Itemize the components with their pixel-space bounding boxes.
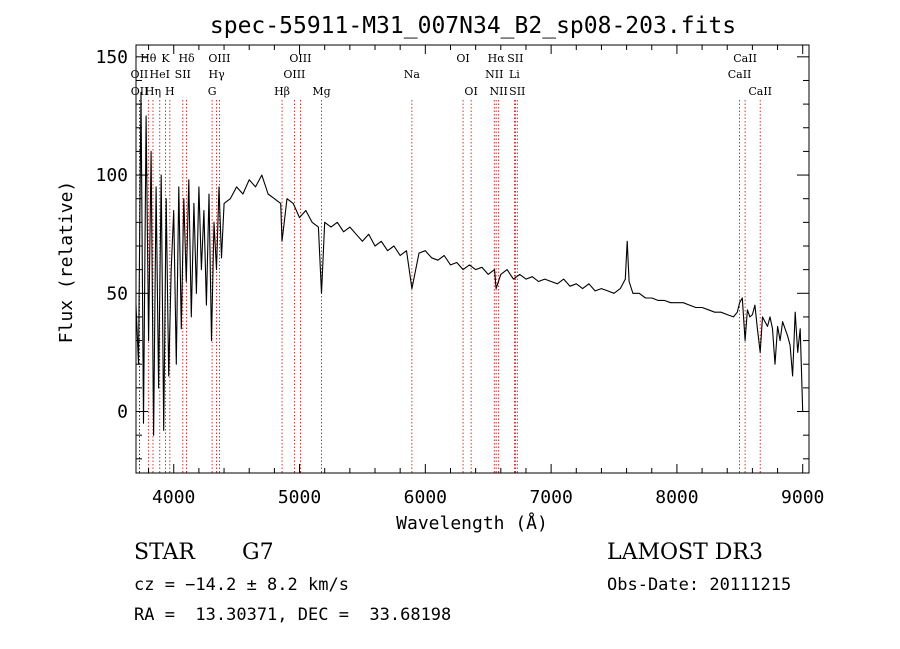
- x-tick-label: 7000: [529, 487, 572, 508]
- line-marker-label-10: Hγ: [209, 68, 226, 81]
- line-marker-label-13: OIII: [289, 52, 311, 65]
- line-marker-label-18: OI: [464, 85, 477, 98]
- line-marker-label-12: Hβ: [274, 85, 290, 98]
- y-tick-label: 100: [95, 165, 128, 186]
- line-marker-label-11: G: [208, 85, 217, 98]
- x-tick-label: 6000: [404, 487, 447, 508]
- line-marker-label-26: CaII: [728, 68, 752, 81]
- line-marker-label-1: OII: [131, 85, 149, 98]
- x-tick-label: 8000: [655, 487, 698, 508]
- line-marker-label-17: OI: [456, 52, 469, 65]
- line-marker-label-5: K: [161, 52, 170, 65]
- line-marker-label-2: Hθ: [140, 52, 157, 65]
- x-axis-label: Wavelength (Å): [396, 512, 548, 534]
- line-marker-label-0: OII: [131, 68, 149, 81]
- line-marker-label-16: Na: [404, 68, 421, 81]
- coordinates-text: RA = 13.30371, DEC = 33.68198: [134, 605, 451, 625]
- line-marker-label-24: SII: [509, 85, 525, 98]
- series-line-flux: [135, 91, 804, 436]
- y-tick-label: 50: [106, 283, 128, 304]
- line-marker-label-27: CaII: [748, 85, 772, 98]
- line-marker-label-8: Hδ: [178, 52, 195, 65]
- plot-frame: [135, 44, 810, 474]
- x-axis-ticks: 4000 5000 6000 7000 8000 9000: [148, 45, 824, 508]
- line-marker-label-23: Li: [509, 68, 520, 81]
- x-tick-label: 5000: [278, 487, 321, 508]
- line-marker-label-22: SII: [507, 52, 523, 65]
- spectrum-series: [135, 91, 804, 436]
- obs-date-text: Obs-Date: 20111215: [607, 575, 791, 595]
- line-marker-label-6: H: [165, 85, 175, 98]
- y-tick-label: 0: [117, 402, 128, 423]
- x-tick-label: 9000: [781, 487, 824, 508]
- line-marker-label-19: Hα: [488, 52, 506, 65]
- object-subclass: G7: [242, 540, 274, 565]
- line-marker-label-4: HeI: [150, 68, 170, 81]
- y-axis-ticks: 0 50 100 150: [95, 47, 809, 460]
- line-marker-label-25: CaII: [733, 52, 757, 65]
- line-marker-label-21: NII: [490, 85, 508, 98]
- y-tick-label: 150: [95, 47, 128, 68]
- survey-name: LAMOST DR3: [607, 540, 763, 565]
- y-axis-label: Flux (relative): [56, 181, 77, 344]
- line-marker-label-14: OIII: [283, 68, 305, 81]
- chart-title: spec-55911-M31_007N34_B2_sp08-203.fits: [210, 13, 736, 39]
- redshift-text: cz = −14.2 ± 8.2 km/s: [134, 575, 349, 595]
- x-tick-label: 4000: [152, 487, 195, 508]
- line-marker-label-9: OIII: [208, 52, 230, 65]
- object-class: STAR: [134, 540, 196, 565]
- line-marker-label-7: SII: [175, 68, 191, 81]
- line-marker-label-3: Hη: [145, 85, 161, 98]
- line-marker-label-20: NII: [485, 68, 503, 81]
- line-marker-label-15: Mg: [312, 85, 330, 98]
